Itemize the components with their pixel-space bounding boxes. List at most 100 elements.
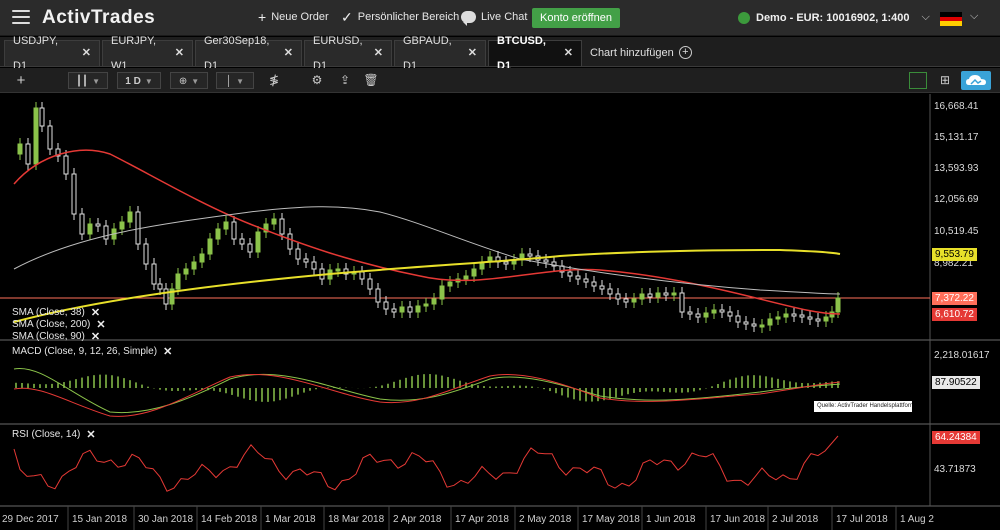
close-icon[interactable]: ✕ — [373, 47, 383, 59]
candle-body — [799, 314, 805, 318]
candle-body — [151, 263, 157, 285]
candle-body — [439, 285, 445, 300]
close-icon[interactable]: ✕ — [90, 331, 101, 343]
timeframe-select[interactable]: 1 D ▼ — [117, 72, 161, 89]
close-icon[interactable]: ✕ — [283, 47, 293, 59]
candle-body — [751, 323, 757, 327]
chart-tabs: USDJPY, D1 ✕ EURJPY, W1 ✕ Ger30Sep18, D1 ✕ … — [0, 35, 1000, 72]
fibonacci-icon[interactable]: ≸ — [268, 73, 280, 87]
delete-icon[interactable]: 🗑 — [363, 73, 379, 87]
date-tick-label: 18 Mar 2018 — [328, 514, 385, 525]
personal-area-button[interactable]: ✓ Persönlicher Bereich — [341, 9, 460, 25]
add-indicator-button[interactable]: ⊕ ▼ — [170, 72, 208, 89]
macd-value-tag: 87.90522 — [932, 376, 980, 389]
close-icon[interactable]: ✕ — [163, 346, 173, 358]
close-icon[interactable]: ✕ — [96, 319, 106, 331]
close-icon[interactable]: ✕ — [467, 47, 477, 59]
close-icon[interactable]: ✕ — [174, 47, 184, 59]
close-icon[interactable]: ✕ — [81, 47, 91, 59]
candle-body — [163, 288, 169, 305]
candle-body — [335, 268, 341, 272]
share-icon[interactable]: ⇪ — [339, 73, 351, 87]
chevron-down-icon: ▼ — [92, 77, 100, 86]
candle-body — [199, 253, 205, 263]
chart-type-select[interactable]: ┃┃ ▼ — [68, 72, 108, 89]
candle-body — [87, 223, 93, 235]
candle-body — [835, 297, 841, 313]
layout-single-icon[interactable] — [909, 72, 927, 89]
add-chart-button[interactable]: Chart hinzufügen + — [590, 46, 692, 59]
candle-body — [279, 218, 285, 235]
candle-body — [663, 292, 669, 296]
add-indicator-icon: ⊕ — [178, 76, 188, 87]
account-selector[interactable]: Demo - EUR: 10016902, 1:400 ⌵ — [738, 11, 930, 24]
candle-body — [703, 312, 709, 318]
close-icon[interactable]: ✕ — [90, 307, 101, 319]
price-tick-label: 13,593.93 — [934, 163, 979, 174]
chevron-down-icon: ⌵ — [921, 11, 930, 23]
layout-split-icon[interactable]: ⊞ — [939, 73, 951, 87]
candle-body — [711, 309, 717, 314]
close-icon[interactable]: ✕ — [86, 429, 96, 441]
open-account-button[interactable]: Konto eröffnen — [532, 8, 620, 28]
candle-body — [463, 275, 469, 280]
candle-body — [727, 311, 733, 317]
menu-icon[interactable] — [12, 10, 30, 24]
candle-body — [671, 292, 677, 296]
line-style-button[interactable]: │ ▼ — [216, 72, 254, 89]
candle-body — [591, 281, 597, 287]
candle-body — [407, 306, 413, 313]
candle-body — [735, 315, 741, 323]
date-tick-label: 1 Jun 2018 — [646, 514, 696, 525]
candle-body — [33, 107, 39, 165]
candle-body — [135, 211, 141, 245]
tab-ger30[interactable]: Ger30Sep18, D1 ✕ — [195, 35, 302, 72]
status-icon — [738, 11, 750, 24]
candle-body — [183, 268, 189, 275]
candle-body — [791, 313, 797, 317]
tab-eurjpy[interactable]: EURJPY, W1 ✕ — [102, 35, 193, 72]
chart-area[interactable]: 16,668.41 15,131.17 13,593.93 12,056.69 10,5… — [0, 94, 1000, 530]
new-order-button[interactable]: + Neue Order — [258, 9, 329, 25]
candle-body — [431, 298, 437, 305]
tab-gbpaud[interactable]: GBPAUD, D1 ✕ — [394, 35, 486, 72]
rsi-line — [13, 435, 839, 492]
candle-body — [71, 173, 77, 215]
candle-body — [695, 313, 701, 318]
price-tick-label: 16,668.41 — [934, 101, 979, 112]
candle-body — [527, 253, 533, 257]
candle-body — [575, 275, 581, 280]
candle-body — [103, 225, 109, 240]
settings-icon[interactable]: ⚙ — [311, 73, 323, 87]
candle-body — [295, 248, 301, 260]
crosshair-icon[interactable]: + — [16, 72, 26, 89]
sma38-line — [13, 149, 841, 315]
candle-body — [655, 292, 661, 298]
chevron-down-icon[interactable]: ⌵ — [970, 10, 979, 22]
date-tick-label: 2 May 2018 — [519, 514, 572, 525]
cloud-icon[interactable] — [961, 71, 991, 90]
german-flag-icon[interactable] — [940, 12, 962, 26]
price-chart[interactable]: 16,668.41 15,131.17 13,593.93 12,056.69 10,5… — [0, 94, 1000, 530]
tab-btcusd[interactable]: BTCUSD, D1 ✕ — [488, 35, 582, 72]
plus-icon: + — [258, 9, 267, 25]
candle-body — [615, 293, 621, 300]
close-icon[interactable]: ✕ — [563, 47, 573, 59]
candle-body — [759, 324, 765, 328]
candle-body — [423, 303, 429, 307]
tab-usdjpy[interactable]: USDJPY, D1 ✕ — [4, 35, 100, 72]
macd-tick-label: 2,218.01617 — [934, 350, 990, 361]
candle-body — [775, 316, 781, 320]
candle-body — [39, 107, 45, 127]
candle-body — [391, 308, 397, 313]
candlestick-icon: ┃┃ — [76, 76, 89, 87]
candle-body — [375, 288, 381, 303]
candle-body — [311, 261, 317, 270]
chat-icon — [461, 11, 476, 26]
candle-body — [607, 288, 613, 295]
live-chat-button[interactable]: Live Chat — [461, 11, 527, 26]
candle-body — [207, 238, 213, 255]
date-tick-label: 29 Dec 2017 — [2, 514, 59, 525]
tab-eurusd[interactable]: EURUSD, D1 ✕ — [304, 35, 392, 72]
candle-body — [247, 243, 253, 253]
